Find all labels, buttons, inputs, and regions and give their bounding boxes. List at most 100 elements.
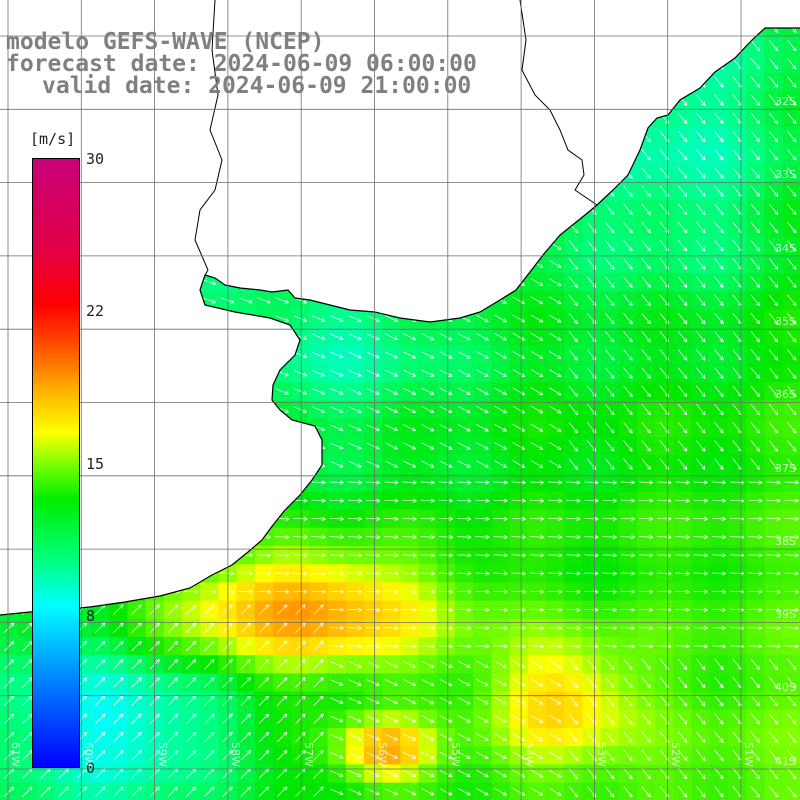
wind-cell [0,236,19,256]
wind-arrow [511,498,526,503]
wind-cell [364,254,383,274]
wind-cell [491,91,511,110]
wind-arrow [276,677,288,688]
wind-arrow [766,589,781,594]
wind-arrow [605,149,615,161]
wind-cell [0,327,19,347]
wind-arrow [93,534,108,540]
wind-arrow [768,422,779,434]
wind-arrow [787,331,797,343]
wind-cell [546,182,565,201]
wind-cell [182,309,201,329]
wind-arrow [494,442,507,450]
wind-arrow [714,676,724,689]
wind-arrow [240,786,251,797]
wind-arrow [56,152,71,158]
wind-arrow [696,112,706,125]
wind-arrow [165,498,181,503]
wind-arrow [476,660,489,669]
wind-arrow [184,152,198,158]
wind-cell [109,509,128,529]
wind-arrow [3,604,15,615]
wind-arrow [750,767,761,780]
wind-arrow [787,4,796,15]
wind-cell [109,254,128,274]
wind-cell [200,163,219,183]
wind-arrow [420,625,435,631]
wind-arrow [750,440,761,452]
wind-cell [109,145,128,165]
wind-arrow [641,221,651,234]
wind-arrow [548,516,563,522]
wind-arrow [275,351,289,359]
wind-arrow [641,385,651,398]
wind-arrow [784,644,799,649]
wind-arrow [750,167,761,179]
wind-cell [364,218,383,238]
wind-arrow [439,788,453,796]
wind-arrow [421,660,435,668]
wind-arrow [20,80,35,85]
wind-arrow [384,516,399,522]
wind-cell [291,436,310,456]
colorbar-tick-22: 22 [86,302,105,320]
wind-arrow [768,767,779,780]
wind-arrow [275,279,289,286]
wind-arrow [366,661,380,668]
wind-arrow [366,406,380,413]
wind-arrow [384,205,398,213]
wind-arrow [566,534,581,540]
wind-arrow [439,351,453,359]
wind-arrow [439,460,453,468]
wind-arrow [366,115,380,122]
wind-cell [364,145,383,165]
wind-arrow [605,258,615,270]
wind-arrow [111,152,126,158]
wind-cell [782,400,800,420]
wind-cell [91,491,110,511]
wind-arrow [493,625,508,631]
wind-cell [418,291,438,310]
wind-cell [236,509,256,529]
wind-arrow [768,385,779,398]
wind-arrow [494,187,507,195]
wind-cell [109,182,128,201]
wind-cell [600,145,620,165]
wind-arrow [641,713,651,725]
wind-cell [163,163,183,183]
wind-arrow [204,786,215,797]
wind-arrow [202,388,217,395]
wind-arrow [275,388,289,395]
wind-arrow [75,7,89,11]
wind-arrow [293,315,308,322]
wind-cell [109,0,128,19]
wind-arrow [330,733,344,741]
wind-arrow [568,76,579,88]
wind-cell [163,509,183,529]
wind-cell [345,28,365,37]
wind-arrow [202,480,217,485]
wind-arrow [457,733,471,741]
wind-arrow [605,94,615,106]
wind-arrow [530,787,544,796]
wind-arrow [475,589,490,594]
wind-cell [54,109,74,128]
wind-arrow [677,112,688,125]
wind-arrow [111,279,126,286]
wind-arrow [312,6,325,12]
wind-cell [345,163,365,183]
wind-cell [109,491,128,511]
wind-arrow [403,424,417,432]
wind-arrow [38,98,53,103]
wind-arrow [347,625,363,631]
wind-arrow [748,553,763,558]
wind-cell [564,782,583,800]
wind-arrow [129,225,144,231]
wind-arrow [568,422,579,434]
wind-arrow [3,786,15,797]
wind-cell [182,564,201,583]
wind-arrow [677,658,688,671]
wind-arrow [750,112,761,125]
wind-cell [127,655,147,674]
wind-cell [782,72,800,92]
